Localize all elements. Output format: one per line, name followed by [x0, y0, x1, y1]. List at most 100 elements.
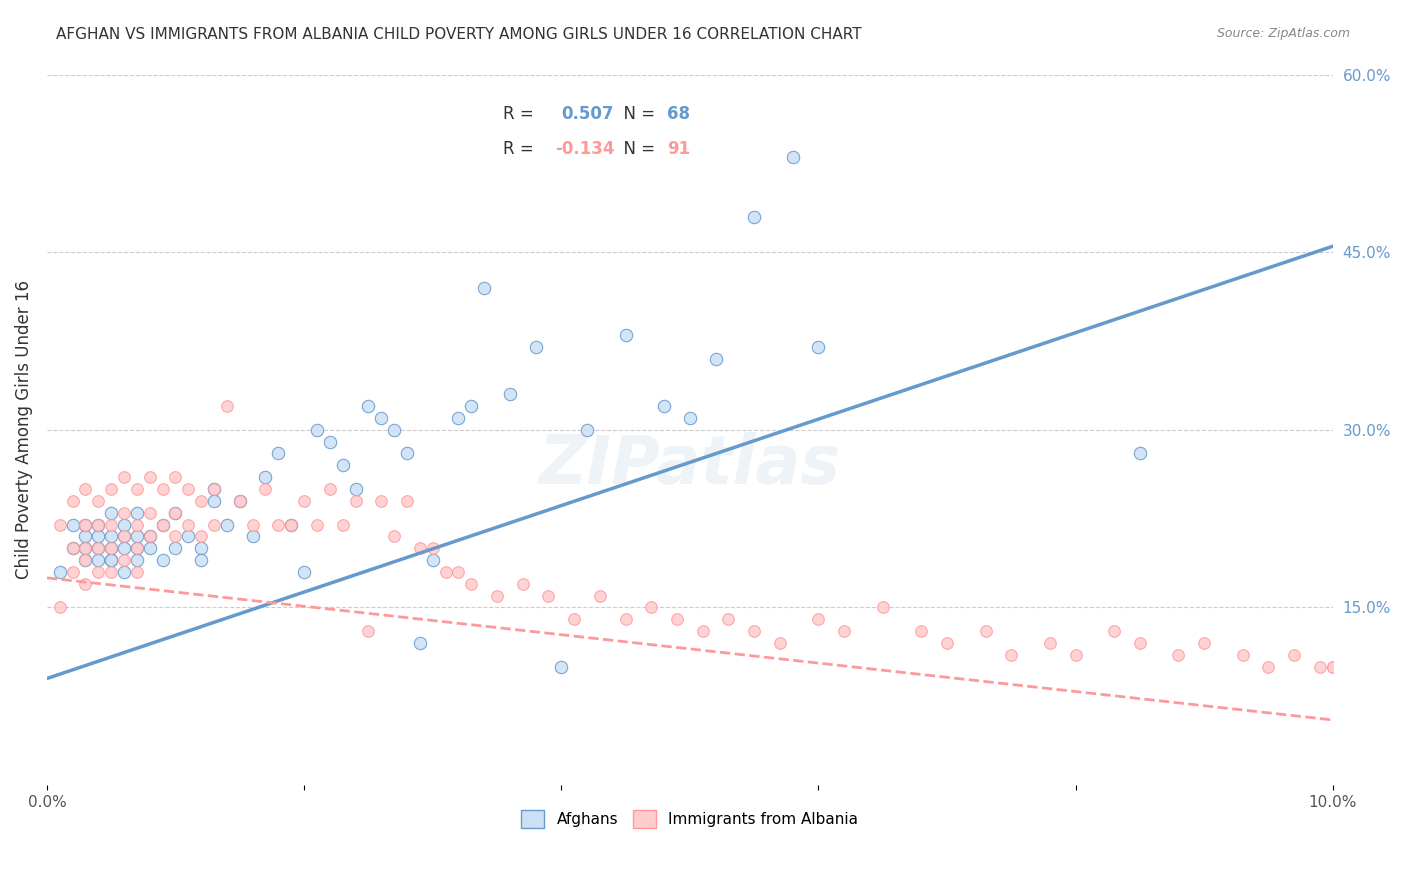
Point	[292, 494, 315, 508]
Text: -0.134: -0.134	[555, 140, 614, 158]
Point	[87, 541, 110, 556]
Point	[1232, 648, 1254, 662]
Point	[62, 541, 84, 556]
Point	[100, 506, 122, 520]
Point	[614, 612, 637, 626]
Point	[242, 529, 264, 543]
Point	[254, 482, 277, 496]
Point	[807, 340, 830, 354]
Point	[112, 541, 135, 556]
Point	[1000, 648, 1022, 662]
Point	[152, 517, 174, 532]
Point	[1192, 636, 1215, 650]
Point	[305, 517, 328, 532]
Point	[100, 553, 122, 567]
Point	[332, 517, 354, 532]
Point	[692, 624, 714, 639]
Text: 0.507: 0.507	[561, 104, 614, 122]
Point	[807, 612, 830, 626]
Point	[139, 529, 162, 543]
Point	[872, 600, 894, 615]
Point	[125, 541, 148, 556]
Point	[202, 494, 225, 508]
Point	[1322, 659, 1344, 673]
Point	[1309, 659, 1331, 673]
Point	[112, 529, 135, 543]
Point	[280, 517, 302, 532]
Point	[1282, 648, 1305, 662]
Point	[125, 553, 148, 567]
Point	[652, 399, 675, 413]
Point	[422, 553, 444, 567]
Point	[357, 624, 380, 639]
Point	[165, 541, 187, 556]
Y-axis label: Child Poverty Among Girls Under 16: Child Poverty Among Girls Under 16	[15, 280, 32, 579]
Point	[177, 529, 200, 543]
Point	[75, 541, 97, 556]
Point	[395, 494, 418, 508]
Point	[62, 517, 84, 532]
Point	[422, 541, 444, 556]
Point	[1322, 659, 1344, 673]
Point	[75, 529, 97, 543]
Point	[112, 553, 135, 567]
Point	[75, 541, 97, 556]
Point	[717, 612, 740, 626]
Point	[357, 399, 380, 413]
Point	[202, 517, 225, 532]
Point	[139, 470, 162, 484]
Point	[1064, 648, 1087, 662]
Point	[370, 411, 392, 425]
Point	[575, 423, 598, 437]
Point	[202, 482, 225, 496]
Point	[832, 624, 855, 639]
Point	[152, 517, 174, 532]
Point	[165, 506, 187, 520]
Point	[87, 517, 110, 532]
Point	[665, 612, 688, 626]
Point	[100, 529, 122, 543]
Point	[165, 506, 187, 520]
Point	[87, 553, 110, 567]
Point	[139, 506, 162, 520]
Point	[782, 150, 804, 164]
Point	[1129, 446, 1152, 460]
Point	[395, 446, 418, 460]
Text: 68: 68	[666, 104, 690, 122]
Point	[1167, 648, 1189, 662]
Point	[229, 494, 252, 508]
Point	[562, 612, 585, 626]
Point	[344, 494, 367, 508]
Point	[472, 281, 495, 295]
Point	[62, 565, 84, 579]
Point	[112, 517, 135, 532]
Point	[319, 482, 342, 496]
Point	[936, 636, 959, 650]
Point	[215, 399, 238, 413]
Text: N =: N =	[613, 140, 659, 158]
Point	[190, 529, 212, 543]
Text: AFGHAN VS IMMIGRANTS FROM ALBANIA CHILD POVERTY AMONG GIRLS UNDER 16 CORRELATION: AFGHAN VS IMMIGRANTS FROM ALBANIA CHILD …	[56, 27, 862, 42]
Point	[75, 553, 97, 567]
Point	[460, 399, 482, 413]
Point	[177, 482, 200, 496]
Point	[48, 565, 70, 579]
Point	[112, 565, 135, 579]
Point	[267, 517, 290, 532]
Text: Source: ZipAtlas.com: Source: ZipAtlas.com	[1216, 27, 1350, 40]
Point	[382, 529, 405, 543]
Point	[382, 423, 405, 437]
Point	[280, 517, 302, 532]
Point	[679, 411, 702, 425]
Point	[742, 210, 765, 224]
Point	[319, 434, 342, 449]
Point	[87, 529, 110, 543]
Point	[704, 351, 727, 366]
Point	[447, 565, 470, 579]
Point	[125, 506, 148, 520]
Point	[242, 517, 264, 532]
Point	[409, 636, 432, 650]
Point	[75, 517, 97, 532]
Point	[100, 553, 122, 567]
Point	[87, 565, 110, 579]
